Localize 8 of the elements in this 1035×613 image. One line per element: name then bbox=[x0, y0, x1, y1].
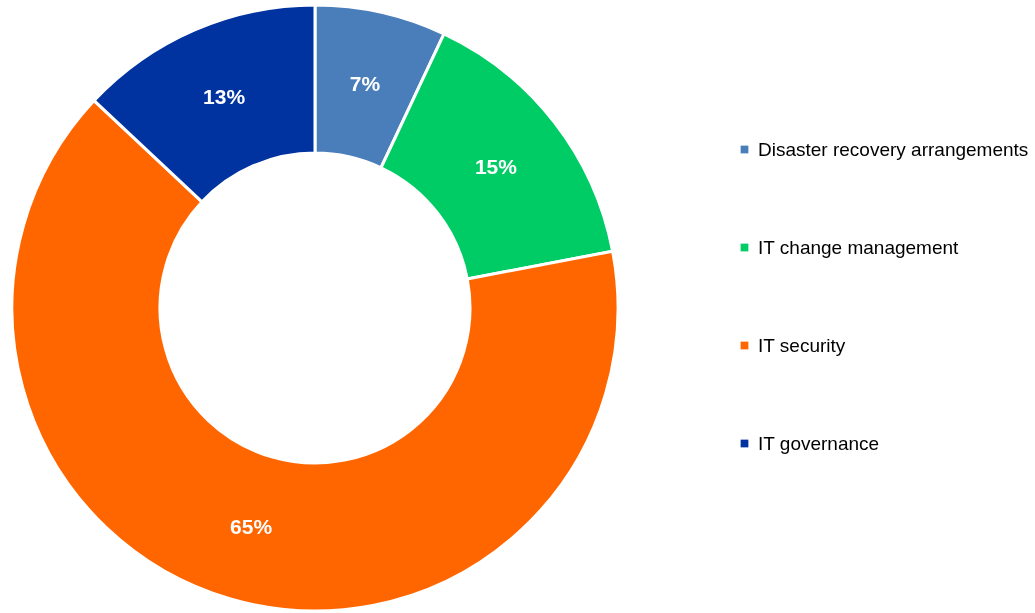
data-label: 7% bbox=[349, 71, 381, 95]
legend-label: IT change management bbox=[758, 236, 960, 258]
data-label: 65% bbox=[230, 514, 273, 538]
data-label: 15% bbox=[474, 154, 518, 178]
data-label: 13% bbox=[203, 84, 246, 108]
legend-label: IT security bbox=[758, 334, 846, 356]
legend-label: Disaster recovery arrangements bbox=[758, 138, 1029, 160]
legend-label: IT governance bbox=[758, 432, 880, 454]
